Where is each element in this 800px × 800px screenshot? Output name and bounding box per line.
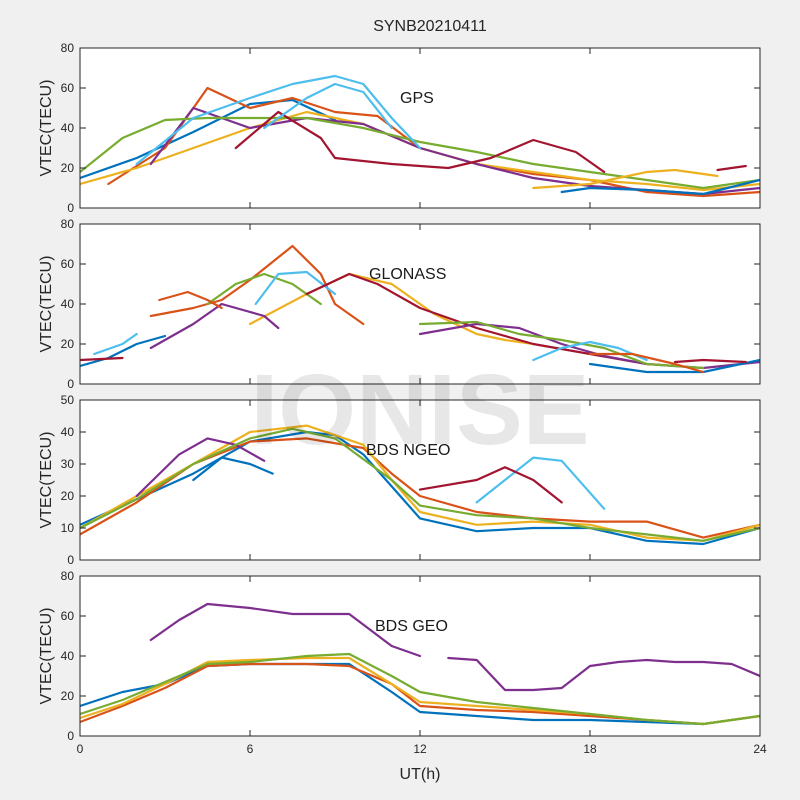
y-tick-label: 20 <box>61 337 75 351</box>
x-tick-label: 0 <box>77 742 84 756</box>
y-tick-label: 10 <box>61 521 75 535</box>
series-line-4 <box>80 116 760 190</box>
series-line-8 <box>158 290 223 310</box>
series-line-0 <box>80 334 167 368</box>
series-line-5 <box>447 656 760 692</box>
y-tick-label: 20 <box>61 489 75 503</box>
series-line-6 <box>234 110 606 174</box>
series-line-5 <box>475 456 606 510</box>
series-line-0 <box>80 662 760 726</box>
series-line-5 <box>93 332 138 356</box>
series-line-4 <box>206 272 322 306</box>
series-line-4 <box>80 427 760 542</box>
y-tick-label: 60 <box>61 81 75 95</box>
y-axis-label: VTEC(TECU) <box>38 432 55 529</box>
y-tick-label: 20 <box>61 161 75 175</box>
panel-0: 0 20 40 60 80 VTEC(TECU) GPS <box>38 41 761 215</box>
series-group <box>80 74 760 198</box>
y-tick-label: 80 <box>61 569 75 583</box>
y-tick-label: 0 <box>67 553 74 567</box>
panel-3: 0 20 40 60 80 0 6 12 18 24 VTEC(TECU) BDS GEO <box>38 569 767 756</box>
y-axis-label: VTEC(TECU) <box>38 256 55 353</box>
y-axis-label: VTEC(TECU) <box>38 608 55 705</box>
panel-2: 0 10 20 30 40 50 VTEC(TECU) BDS NGEO <box>38 393 761 567</box>
series-line-7 <box>560 178 760 196</box>
panel-label: GPS <box>400 90 434 107</box>
series-group <box>80 424 760 546</box>
x-tick-label: 12 <box>413 742 427 756</box>
y-tick-label: 0 <box>67 729 74 743</box>
x-tick-label: 24 <box>753 742 767 756</box>
series-line-3 <box>135 437 266 498</box>
series-line-5 <box>135 74 422 166</box>
series-line-15 <box>80 356 124 362</box>
chart-title: SYNB20210411 <box>373 18 487 35</box>
series-line-13 <box>673 358 747 364</box>
panel-1: 0 20 40 60 80 VTEC(TECU) GLONASS <box>38 217 761 391</box>
series-line-9 <box>532 168 719 190</box>
series-line-7 <box>305 272 648 366</box>
y-tick-label: 0 <box>67 377 74 391</box>
y-tick-label: 80 <box>61 41 75 55</box>
x-tick-label: 6 <box>247 742 254 756</box>
y-tick-label: 20 <box>61 689 75 703</box>
panel-label: BDS GEO <box>375 618 448 635</box>
y-tick-label: 40 <box>61 425 75 439</box>
y-axis-label: VTEC(TECU) <box>38 80 55 177</box>
series-line-3 <box>149 302 280 350</box>
series-line-4 <box>149 602 422 658</box>
series-line-6 <box>254 270 337 306</box>
series-line-3 <box>80 652 760 726</box>
series-line-10 <box>418 320 705 370</box>
y-tick-label: 0 <box>67 201 74 215</box>
y-tick-label: 50 <box>61 393 75 407</box>
series-line-10 <box>716 164 747 172</box>
series-line-0 <box>80 430 760 546</box>
series-line-6 <box>418 466 563 504</box>
x-tick-label: 18 <box>583 742 597 756</box>
series-line-8 <box>263 82 393 130</box>
y-tick-label: 30 <box>61 457 75 471</box>
y-tick-label: 40 <box>61 121 75 135</box>
y-tick-label: 40 <box>61 297 75 311</box>
series-line-14 <box>588 352 705 374</box>
panel-background <box>80 48 760 208</box>
series-group <box>80 602 760 726</box>
y-tick-label: 80 <box>61 217 75 231</box>
y-tick-label: 40 <box>61 649 75 663</box>
series-group <box>80 244 760 374</box>
panel-label: GLONASS <box>369 266 446 283</box>
y-tick-label: 60 <box>61 609 75 623</box>
panel-label: BDS NGEO <box>366 442 450 459</box>
series-line-11 <box>532 340 648 362</box>
series-line-12 <box>588 358 760 374</box>
y-tick-label: 60 <box>61 257 75 271</box>
series-line-1 <box>149 244 365 326</box>
x-axis-label: UT(h) <box>400 766 441 783</box>
watermark-text: IONISE <box>251 354 590 466</box>
series-line-7 <box>192 456 274 482</box>
